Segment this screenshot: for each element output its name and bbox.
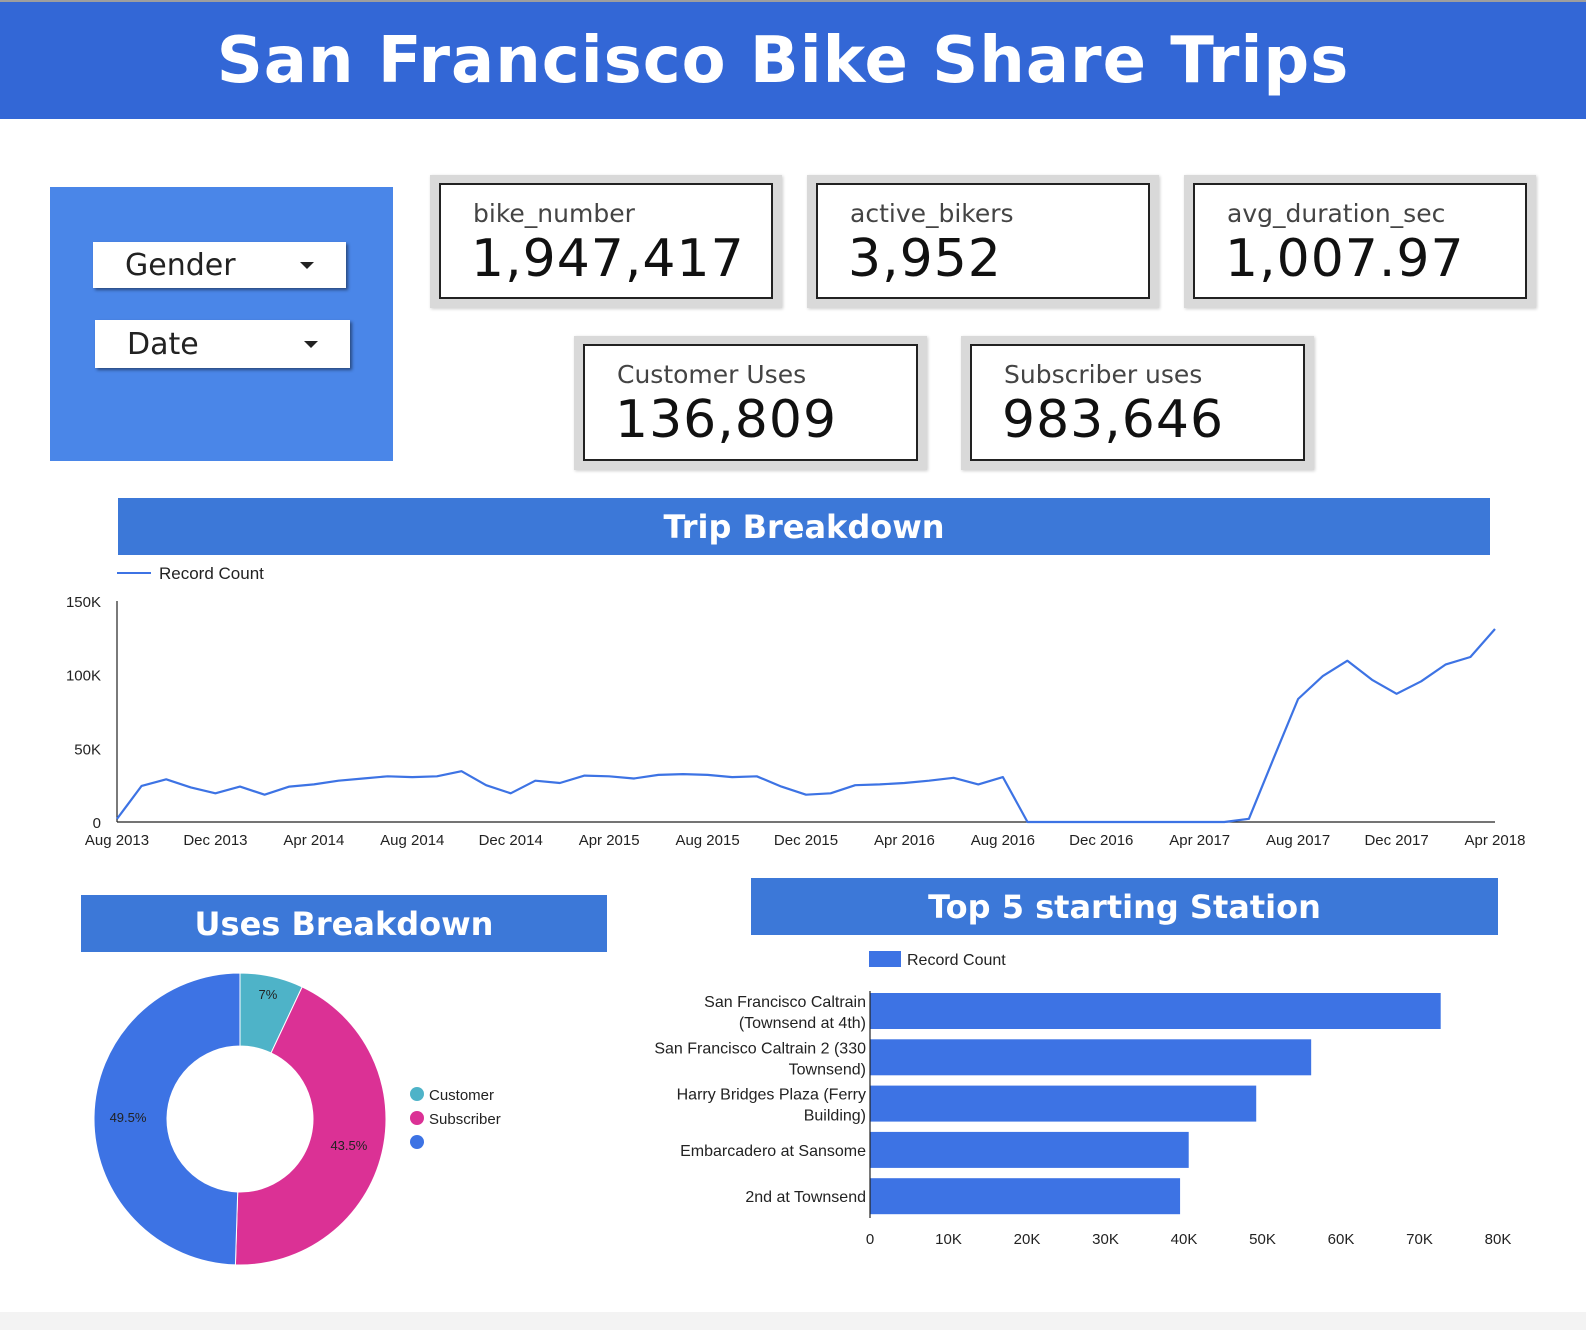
uses-breakdown-title: Uses Breakdown	[194, 904, 494, 943]
kpi-value: 983,646	[1002, 390, 1225, 450]
bar-station-3	[870, 1085, 1257, 1122]
x-tick-label: Apr 2017	[1169, 832, 1230, 849]
series-line-record-count	[116, 628, 1496, 824]
bar-x-tick-label: 30K	[1092, 1231, 1119, 1248]
bar-station-5	[870, 1178, 1181, 1215]
y-tick-label: 150K	[66, 594, 101, 611]
x-tick-label: Apr 2018	[1465, 832, 1526, 849]
bar-x-tick-label: 60K	[1328, 1231, 1355, 1248]
legend-dot	[410, 1087, 424, 1101]
kpi-value: 1,007.97	[1225, 229, 1465, 289]
kpi-card-bike-number: bike_number 1,947,417	[430, 175, 782, 308]
bar-station-4	[870, 1131, 1189, 1168]
page-header: San Francisco Bike Share Trips	[0, 2, 1586, 119]
bar-x-tick-label: 50K	[1249, 1231, 1276, 1248]
donut-slice-unlabeled	[93, 972, 241, 1266]
kpi-label: Subscriber uses	[1004, 360, 1203, 389]
x-tick-label: Aug 2017	[1266, 832, 1330, 849]
legend-label-record-count: Record Count	[159, 564, 264, 583]
bar-x-tick-label: 40K	[1171, 1231, 1198, 1248]
x-tick-label: Apr 2015	[579, 832, 640, 849]
bar-station-1	[870, 993, 1441, 1029]
gender-dropdown-label: Gender	[125, 247, 236, 283]
bar-category-label: San Francisco Caltrain	[704, 994, 866, 1011]
legend-label: Subscriber	[429, 1111, 501, 1128]
x-tick-label: Aug 2013	[85, 832, 149, 849]
bar-x-tick-label: 0	[866, 1231, 874, 1248]
kpi-card-customer-uses: Customer Uses 136,809	[574, 336, 927, 470]
kpi-value: 136,809	[615, 390, 838, 450]
top-stations-title: Top 5 starting Station	[928, 887, 1321, 926]
legend-dot	[410, 1111, 424, 1125]
x-tick-label: Dec 2015	[774, 832, 838, 849]
bar-category-label: Building)	[804, 1108, 866, 1125]
x-tick-label: Dec 2016	[1069, 832, 1133, 849]
bar-x-tick-label: 10K	[935, 1231, 962, 1248]
bar-category-label: Embarcadero at Sansome	[680, 1143, 866, 1160]
top-border	[0, 0, 1586, 2]
bar-category-label: Harry Bridges Plaza (Ferry	[677, 1087, 866, 1104]
gender-dropdown[interactable]: Gender	[93, 242, 346, 288]
bottom-border	[0, 1312, 1586, 1330]
donut-slice-label: 7%	[259, 987, 278, 1002]
legend-dot	[410, 1135, 424, 1149]
donut-slice-label: 43.5%	[330, 1138, 367, 1153]
legend-label-record-count: Record Count	[907, 952, 1006, 969]
chevron-down-icon	[304, 341, 318, 348]
filter-panel: Gender Date	[50, 187, 393, 461]
kpi-label: avg_duration_sec	[1227, 199, 1446, 228]
kpi-value: 1,947,417	[471, 229, 745, 289]
legend-swatch-record-count	[869, 951, 901, 967]
kpi-value: 3,952	[848, 229, 1002, 289]
x-tick-label: Aug 2015	[675, 832, 739, 849]
x-tick-label: Aug 2014	[380, 832, 444, 849]
y-tick-label: 0	[93, 815, 101, 832]
x-tick-label: Dec 2014	[479, 832, 543, 849]
x-tick-label: Dec 2017	[1364, 832, 1428, 849]
bar-x-tick-label: 20K	[1014, 1231, 1041, 1248]
legend-label: Customer	[429, 1087, 494, 1104]
kpi-label: bike_number	[473, 199, 635, 228]
donut-slice-label: 49.5%	[110, 1110, 147, 1125]
bar-category-label: (Townsend at 4th)	[739, 1015, 866, 1032]
kpi-card-active-bikers: active_bikers 3,952	[807, 175, 1159, 308]
bar-x-tick-label: 70K	[1406, 1231, 1433, 1248]
trip-breakdown-banner: Trip Breakdown	[118, 498, 1490, 555]
x-tick-label: Apr 2016	[874, 832, 935, 849]
chevron-down-icon	[300, 262, 314, 269]
y-tick-label: 100K	[66, 668, 101, 685]
donut-slice-subscriber	[234, 986, 387, 1266]
kpi-label: active_bikers	[850, 199, 1014, 228]
kpi-card-avg-duration: avg_duration_sec 1,007.97	[1184, 175, 1536, 308]
bar-category-label: San Francisco Caltrain 2 (330	[654, 1040, 866, 1057]
page-title: San Francisco Bike Share Trips	[216, 23, 1350, 98]
x-tick-label: Aug 2016	[971, 832, 1035, 849]
date-dropdown-label: Date	[127, 326, 199, 362]
trip-breakdown-title: Trip Breakdown	[663, 507, 945, 546]
kpi-label: Customer Uses	[617, 360, 807, 389]
uses-breakdown-banner: Uses Breakdown	[81, 895, 607, 952]
x-tick-label: Dec 2013	[183, 832, 247, 849]
kpi-card-subscriber-uses: Subscriber uses 983,646	[961, 336, 1314, 470]
x-tick-label: Apr 2014	[283, 832, 344, 849]
bar-category-label: Townsend)	[789, 1061, 866, 1078]
bar-category-label: 2nd at Townsend	[745, 1189, 866, 1206]
bar-station-2	[870, 1039, 1312, 1076]
date-dropdown[interactable]: Date	[95, 320, 350, 368]
top-stations-banner: Top 5 starting Station	[751, 878, 1498, 935]
y-tick-label: 50K	[74, 741, 101, 758]
bar-x-tick-label: 80K	[1485, 1231, 1512, 1248]
